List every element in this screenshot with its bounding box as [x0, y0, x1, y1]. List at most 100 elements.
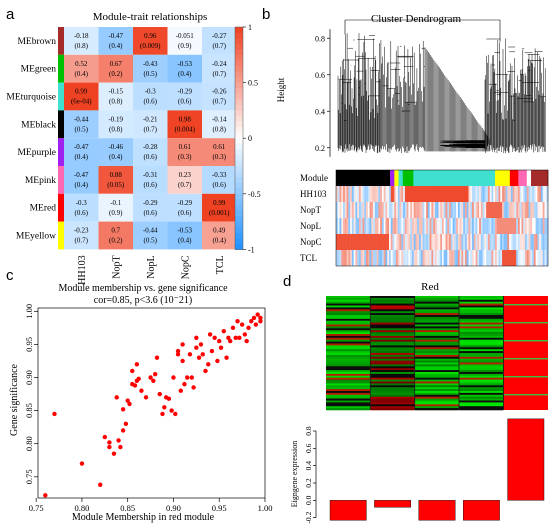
- heatmap-cell-value: -0.27: [212, 32, 227, 40]
- heatmap-cell: [98, 82, 133, 111]
- scatter-subtitle: cor=0.85, p<3.6 (10⁻21): [94, 295, 193, 306]
- scatter-point: [191, 385, 196, 390]
- heatmap-cell-pvalue: (0.3): [213, 153, 227, 161]
- scatter-point: [114, 395, 119, 400]
- heatmap-cell-value: -0.46: [108, 143, 123, 151]
- heatmap-cell-pvalue: (0.4): [75, 153, 89, 161]
- scatter-x-tick-label: 0.85: [120, 503, 135, 513]
- scatter-point: [43, 493, 48, 498]
- dendrogram-tick-label: 0.8: [315, 34, 325, 43]
- scatter-point: [251, 315, 257, 321]
- colorbar-segment: [235, 27, 243, 34]
- scatter-point: [116, 438, 121, 443]
- scatter-x-tick-label: 0.90: [166, 503, 181, 513]
- colorbar-tick-label: 1: [248, 23, 252, 32]
- heatmap-cell: [98, 138, 133, 166]
- heatmap-cell: [64, 138, 99, 166]
- scatter-point: [246, 325, 251, 331]
- colorbar-segment: [235, 188, 243, 195]
- track-label: TCL: [300, 253, 317, 263]
- heatmap-cell-value: 0.61: [213, 143, 226, 151]
- colorbar-segment: [235, 204, 243, 211]
- heatmap-col-label: NopC: [181, 255, 192, 279]
- heatmap-cell-value: -0.24: [212, 60, 227, 68]
- heatmap-cell: [167, 82, 202, 111]
- heatmap-cell-pvalue: (0.7): [75, 237, 89, 245]
- scatter-point: [258, 319, 263, 324]
- scatter-point: [118, 444, 123, 450]
- heatmap-cell-value: 0.99: [75, 88, 88, 96]
- module-color-swatch: [58, 54, 64, 83]
- heatmap-cell: [133, 138, 168, 166]
- scatter-point: [182, 381, 187, 387]
- colorbar-segment: [235, 216, 243, 223]
- colorbar-segment: [235, 32, 243, 39]
- scatter-point: [120, 428, 126, 433]
- heatmap-cell-value: 0.67: [110, 60, 123, 68]
- heatmap-cell-value: -0.28: [143, 143, 158, 151]
- heatmap-cell-value: -0.29: [177, 199, 192, 207]
- heatmap-cell-pvalue: (0.4): [75, 181, 89, 189]
- heatmap-row-label: MEyellow: [16, 232, 56, 242]
- module-track-segment: [336, 170, 391, 186]
- heatmap-row-label: MEred: [30, 204, 57, 214]
- colorbar-segment: [235, 210, 243, 217]
- heatmap-cell-pvalue: (0.7): [213, 70, 227, 78]
- colorbar-segment: [235, 160, 243, 167]
- scatter-point: [125, 398, 130, 403]
- module-color-swatch: [58, 27, 64, 55]
- heatmap-cell: [133, 193, 168, 222]
- scatter-point: [253, 322, 259, 327]
- heatmap-cell-value: -0.53: [177, 227, 192, 235]
- colorbar-segment: [235, 104, 243, 111]
- panel-letter-d: d: [283, 273, 291, 290]
- colorbar-segment: [235, 221, 243, 228]
- heatmap-cell-pvalue: (0.4): [213, 237, 227, 245]
- heatmap-cell: [202, 221, 237, 250]
- colorbar-segment: [235, 82, 243, 89]
- scatter-point: [258, 315, 263, 321]
- heatmap-cell: [167, 54, 202, 83]
- module-track-segment: [398, 170, 404, 186]
- red-module-heatmap: [326, 296, 548, 411]
- heatmap-cell: [64, 82, 99, 111]
- scatter-point: [226, 335, 231, 340]
- scatter-point: [239, 322, 245, 327]
- eigengene-ylabel: Eigngene expression: [290, 441, 299, 507]
- heatmap-cell: [202, 138, 237, 166]
- heatmap-cell-pvalue: (0.2): [109, 237, 123, 245]
- heatmap-cell: [202, 110, 237, 139]
- heatmap-cell-value: -0.33: [212, 171, 227, 179]
- scatter-point: [207, 332, 213, 337]
- colorbar-tick-label: 0.5: [248, 79, 258, 88]
- colorbar-segment: [235, 110, 243, 117]
- heatmap-cell: [98, 54, 133, 83]
- module-track-segment: [509, 170, 519, 186]
- colorbar-segment: [235, 149, 243, 156]
- heatmap-cell: [64, 221, 99, 250]
- colorbar-segment: [235, 182, 243, 189]
- module-color-swatch: [58, 138, 64, 166]
- heatmap-cell-value: -0.44: [74, 115, 89, 123]
- colorbar-segment: [235, 54, 243, 61]
- module-track-segment: [518, 170, 528, 186]
- heatmap-cell: [64, 110, 99, 139]
- colorbar-segment: [235, 65, 243, 72]
- colorbar-segment: [235, 171, 243, 178]
- heatmap-cell-value: -0.15: [108, 88, 123, 96]
- heatmap-row-label: MEblack: [21, 120, 56, 130]
- scatter-point: [215, 358, 220, 364]
- colorbar-segment: [235, 143, 243, 150]
- module-track-segment: [394, 170, 399, 186]
- scatter-point: [235, 319, 240, 324]
- heatmap-row-label: MEturquoise: [6, 93, 56, 103]
- scatter-point: [127, 401, 132, 407]
- scatter-point: [237, 335, 242, 340]
- heatmap-cell-value: -0.1: [110, 199, 122, 207]
- scatter-point: [143, 395, 149, 400]
- red-module-panel: Red Eigngene expression 0.8 0.6 0.4 0.2 0.0 -…: [290, 281, 548, 524]
- scatter-point: [148, 375, 153, 380]
- heatmap-cell-value: 0.98: [179, 115, 192, 123]
- colorbar-segment: [235, 193, 243, 200]
